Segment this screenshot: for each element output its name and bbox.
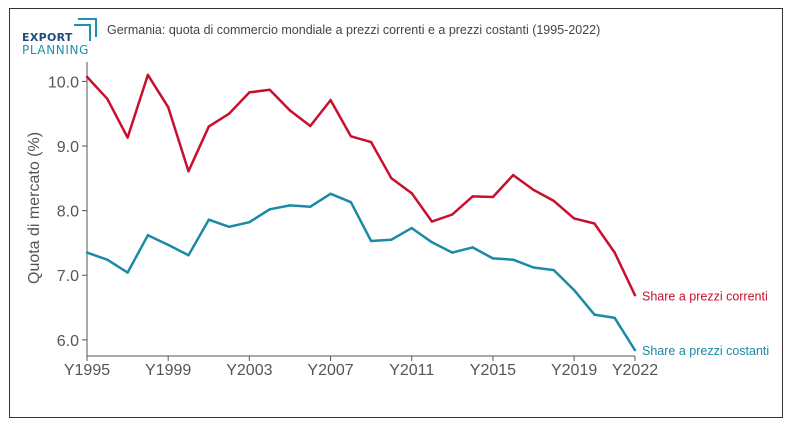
data-point <box>166 243 170 247</box>
data-point <box>593 222 596 225</box>
x-tick-label: Y2022 <box>612 362 658 379</box>
data-point <box>329 192 332 196</box>
data-point <box>309 124 312 128</box>
y-tick-label: 9.0 <box>57 139 79 156</box>
data-point <box>552 199 556 203</box>
data-point <box>572 288 576 292</box>
data-point <box>288 204 292 207</box>
data-point <box>552 268 556 272</box>
data-point <box>309 205 312 208</box>
x-tick-label: Y2015 <box>470 362 516 379</box>
data-point <box>248 91 251 94</box>
data-point <box>207 125 210 128</box>
data-point <box>613 251 616 254</box>
x-tick-label: Y1995 <box>64 362 110 379</box>
series-line-correnti <box>86 73 637 296</box>
data-point <box>85 251 89 254</box>
data-point <box>451 251 454 254</box>
data-point <box>166 106 170 109</box>
x-tick-label: Y1999 <box>145 362 191 379</box>
data-point <box>532 266 535 269</box>
data-point <box>187 254 190 257</box>
data-point <box>227 225 231 228</box>
data-point <box>390 238 393 241</box>
data-point <box>207 218 210 221</box>
data-point <box>329 98 332 102</box>
data-point <box>410 226 413 230</box>
y-tick-label: 8.0 <box>57 204 79 221</box>
data-point <box>471 246 474 249</box>
data-point <box>187 170 190 173</box>
data-point <box>491 257 495 260</box>
data-point <box>146 233 150 237</box>
data-point <box>410 191 413 195</box>
data-point <box>146 73 150 77</box>
data-point <box>512 258 515 261</box>
data-point <box>613 316 616 320</box>
data-point <box>430 220 434 223</box>
data-point <box>106 258 109 261</box>
data-point <box>349 135 353 138</box>
data-point <box>572 217 576 220</box>
data-point <box>106 97 109 101</box>
data-point <box>633 294 637 297</box>
data-point <box>512 173 515 177</box>
data-point <box>532 188 535 192</box>
data-point <box>248 221 251 224</box>
export-planning-logo: EXPORT PLANNING <box>20 17 100 59</box>
y-tick-label: 10.0 <box>48 74 79 91</box>
data-point <box>349 201 353 204</box>
data-point <box>451 213 454 216</box>
data-point <box>390 177 393 180</box>
data-point <box>268 88 271 91</box>
data-point <box>491 195 495 199</box>
y-tick-label: 7.0 <box>57 268 79 285</box>
x-tick-label: Y2003 <box>226 362 272 379</box>
data-point <box>430 241 434 244</box>
data-point <box>85 75 89 79</box>
data-point <box>369 140 373 144</box>
logo-text-export: EXPORT <box>22 31 73 44</box>
data-point <box>126 271 129 274</box>
data-point <box>633 348 637 352</box>
x-tick-label: Y2007 <box>307 362 353 379</box>
data-point <box>288 109 292 112</box>
series-label: Share a prezzi correnti <box>642 289 768 303</box>
logo-text-planning: PLANNING <box>22 43 89 57</box>
data-point <box>369 239 373 243</box>
series-line-costanti <box>86 192 637 351</box>
data-point <box>268 208 271 211</box>
series-label: Share a prezzi costanti <box>642 344 769 358</box>
data-point <box>593 313 596 316</box>
data-point <box>126 136 129 139</box>
x-tick-label: Y2011 <box>389 362 434 379</box>
logo-bracket-icon <box>74 18 97 41</box>
data-point <box>471 195 474 198</box>
x-tick-label: Y2019 <box>551 362 597 379</box>
chart-title: Germania: quota di commercio mondiale a … <box>107 23 601 37</box>
chart-frame <box>9 8 783 418</box>
y-tick-label: 6.0 <box>57 333 79 350</box>
data-point <box>227 112 231 115</box>
